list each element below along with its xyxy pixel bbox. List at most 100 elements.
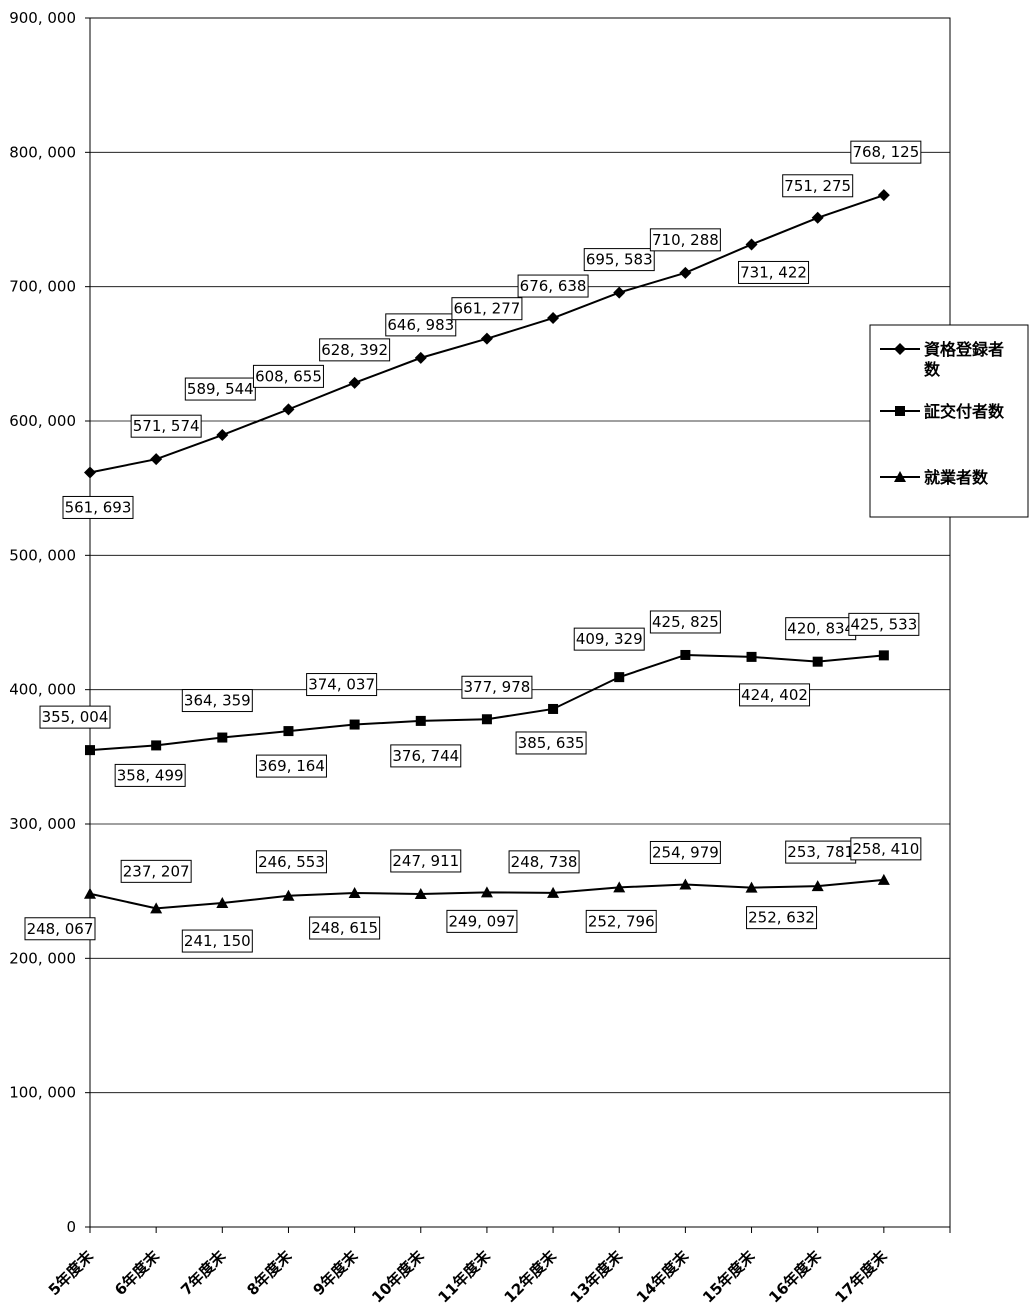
x-tick-label: 6年度末 xyxy=(111,1246,164,1299)
data-label-box xyxy=(649,228,721,252)
data-label-box xyxy=(390,744,462,768)
data-point-triangle xyxy=(480,886,493,898)
data-label-box xyxy=(390,849,462,873)
data-label: 695, 583 xyxy=(586,251,653,269)
data-point-triangle xyxy=(877,873,890,885)
data-label-box xyxy=(120,859,192,883)
data-label: 258, 410 xyxy=(852,840,919,858)
legend-label-series-2: 証交付者数 xyxy=(924,402,1005,421)
data-label-box xyxy=(850,837,922,861)
data-point-triangle xyxy=(216,897,229,909)
data-point-square xyxy=(415,715,426,726)
data-point-triangle xyxy=(745,881,758,893)
data-point-triangle xyxy=(547,886,560,898)
data-label: 589, 544 xyxy=(187,380,254,398)
data-point-triangle xyxy=(414,887,427,899)
x-tick-label: 15年度末 xyxy=(699,1246,759,1306)
data-label-box xyxy=(848,612,920,636)
data-label: 247, 911 xyxy=(392,852,459,870)
data-label-box xyxy=(738,260,810,284)
data-point-diamond xyxy=(282,403,295,416)
legend-triangle-marker xyxy=(894,471,906,482)
data-point-triangle xyxy=(613,881,626,893)
data-label: 646, 983 xyxy=(387,316,454,334)
y-tick-label: 100, 000 xyxy=(9,1084,76,1102)
y-tick-label: 500, 000 xyxy=(9,546,76,564)
data-point-diamond xyxy=(547,312,560,325)
x-tick-label: 13年度末 xyxy=(567,1246,627,1306)
data-label: 676, 638 xyxy=(520,277,587,295)
data-label-box xyxy=(451,297,523,321)
data-label-box xyxy=(255,850,327,874)
data-point-square xyxy=(812,656,823,667)
y-tick-label: 900, 000 xyxy=(9,9,76,27)
data-label: 628, 392 xyxy=(321,341,388,359)
data-label-box xyxy=(517,274,589,298)
data-label: 561, 693 xyxy=(65,498,132,516)
data-point-square xyxy=(481,714,492,725)
x-tick-label: 8年度末 xyxy=(243,1246,296,1299)
data-label-box xyxy=(782,174,854,198)
data-point-diamond xyxy=(679,266,692,279)
data-label: 751, 275 xyxy=(784,177,851,195)
series-lines xyxy=(84,189,890,914)
data-label: 608, 655 xyxy=(255,367,322,385)
data-label-box xyxy=(850,140,922,164)
data-label-box xyxy=(461,675,533,699)
data-label: 252, 632 xyxy=(748,909,815,927)
data-label: 377, 978 xyxy=(464,678,531,696)
x-tick-label: 14年度末 xyxy=(633,1246,693,1306)
data-point-diamond xyxy=(216,429,229,442)
y-tick-label: 400, 000 xyxy=(9,681,76,699)
data-point-triangle xyxy=(811,880,824,892)
x-tick-label: 12年度末 xyxy=(501,1246,561,1306)
data-point-square xyxy=(614,672,625,683)
data-point-diamond xyxy=(811,211,824,224)
data-point-square xyxy=(85,745,95,756)
data-point-triangle xyxy=(282,889,295,901)
data-label: 248, 738 xyxy=(511,853,578,871)
y-tick-label: 800, 000 xyxy=(9,143,76,161)
axes: 0 100, 000 200, 000 300, 000 400, 000 500, 00… xyxy=(9,9,951,1306)
data-label: 364, 359 xyxy=(184,692,251,710)
data-point-square xyxy=(548,703,559,714)
data-label: 571, 574 xyxy=(133,417,200,435)
data-label-box xyxy=(62,495,134,519)
y-tick-label: 0 xyxy=(66,1218,76,1236)
legend-diamond-marker xyxy=(894,343,906,355)
x-tick-label: 9年度末 xyxy=(310,1246,363,1299)
data-label-box xyxy=(309,916,381,940)
data-label: 246, 553 xyxy=(258,853,325,871)
x-tick-label: 5年度末 xyxy=(45,1246,98,1299)
data-label: 710, 288 xyxy=(652,231,719,249)
data-point-diamond xyxy=(150,453,163,466)
data-label: 248, 615 xyxy=(311,919,378,937)
data-label-box xyxy=(649,840,721,864)
y-tick-label: 200, 000 xyxy=(9,949,76,967)
data-label-box xyxy=(385,313,457,337)
data-label: 241, 150 xyxy=(184,932,251,950)
data-label: 661, 277 xyxy=(454,300,521,318)
x-tick-label: 17年度末 xyxy=(831,1246,891,1306)
data-label: 424, 402 xyxy=(741,686,808,704)
data-label: 358, 499 xyxy=(117,766,184,784)
x-tick-label: 10年度末 xyxy=(368,1246,428,1306)
data-point-square xyxy=(217,732,228,743)
data-label: 237, 207 xyxy=(123,862,190,880)
plot-area-frame xyxy=(89,17,951,1228)
data-label: 252, 796 xyxy=(588,912,655,930)
data-label-box xyxy=(583,248,655,272)
legend: 資格登録者 数 証交付者数 就業者数 xyxy=(869,324,1029,518)
data-point-diamond xyxy=(613,286,626,299)
data-label: 376, 744 xyxy=(392,747,459,765)
data-point-diamond xyxy=(414,351,427,364)
data-label: 768, 125 xyxy=(852,143,919,161)
data-label-box xyxy=(255,754,327,778)
data-label-box xyxy=(585,909,657,933)
data-label: 425, 533 xyxy=(850,615,917,633)
data-label-box xyxy=(130,414,202,438)
data-point-triangle xyxy=(84,887,96,899)
x-tick-label: 7年度末 xyxy=(177,1246,230,1299)
data-point-triangle xyxy=(348,887,361,899)
